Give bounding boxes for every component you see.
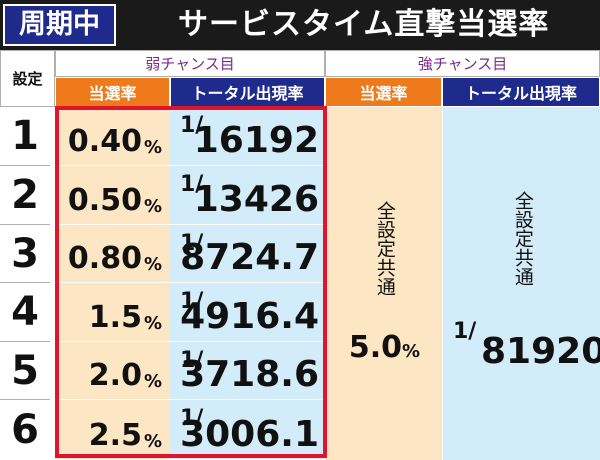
weak-prob-cell: 1/ 3006.1: [170, 400, 325, 460]
fraction-prefix: 1/: [180, 172, 204, 197]
weak-rate-cell: 1.5%: [55, 283, 170, 342]
strong-total-prob-header: トータル出現率: [442, 77, 600, 107]
weak-total-prob-header: トータル出現率: [170, 77, 325, 107]
weak-chance-group-header: 弱チャンス目: [55, 50, 325, 77]
weak-rate-cell: 2.0%: [55, 342, 170, 400]
strong-rate-header: 当選率: [325, 77, 442, 107]
prob-value: 4916.4: [180, 296, 319, 337]
weak-rate-cell: 2.5%: [55, 400, 170, 460]
rate-unit: %: [143, 137, 162, 158]
weak-prob-cell: 1/ 4916.4: [170, 283, 325, 342]
strong-chance-group-header: 強チャンス目: [325, 50, 600, 77]
weak-prob-cell: 1/ 13426: [170, 166, 325, 225]
all-settings-common-label: 全設定共通: [507, 191, 537, 294]
setting-number: 6: [0, 400, 50, 460]
all-settings-common-label: 全設定共通: [369, 201, 399, 304]
rate-unit: %: [143, 196, 162, 217]
rate-value: 0.50: [67, 183, 142, 218]
fraction-prefix: 1/: [180, 406, 204, 431]
prob-value: 8724.7: [180, 237, 319, 278]
setting-number: 1: [0, 107, 50, 166]
rate-unit: %: [143, 254, 162, 275]
weak-prob-cell: 1/ 8724.7: [170, 225, 325, 283]
rate-unit: %: [402, 341, 421, 362]
rate-value: 0.40: [67, 124, 142, 159]
weak-rate-header: 当選率: [55, 77, 170, 107]
prob-value: 3718.6: [180, 354, 319, 395]
weak-prob-cell: 1/ 3718.6: [170, 342, 325, 400]
setting-number: 5: [0, 342, 50, 400]
fraction-prefix: 1/: [180, 231, 204, 256]
setting-column-header: 設定: [0, 50, 55, 107]
page-title: サービスタイム直撃当選率: [178, 7, 550, 42]
all-settings-common-text: 全設定共通: [511, 191, 534, 286]
weak-rate-cell: 0.40%: [55, 107, 170, 166]
rate-unit: %: [143, 371, 162, 392]
strong-rate-cell: 全設定共通 5.0%: [325, 107, 442, 460]
rate-value: 1.5: [88, 300, 142, 335]
setting-number: 4: [0, 283, 50, 342]
rate-value: 5.0: [348, 330, 403, 365]
rate-value: 0.80: [67, 241, 142, 276]
setting-number: 2: [0, 166, 50, 225]
weak-rate-cell: 0.80%: [55, 225, 170, 283]
rate-unit: %: [143, 431, 162, 452]
prob-value: 13426: [193, 179, 319, 220]
highlight-frame: [55, 106, 327, 458]
weak-prob-cell: 1/ 16192: [170, 107, 325, 166]
prob-value: 3006.1: [180, 414, 319, 455]
fraction-prefix: 1/: [180, 289, 204, 314]
weak-rate-cell: 0.50%: [55, 166, 170, 225]
rate-unit: %: [143, 313, 162, 334]
setting-number: 3: [0, 225, 50, 283]
prob-value: 16192: [193, 120, 319, 161]
prob-value: 81920: [481, 331, 600, 372]
fraction-prefix: 1/: [180, 348, 204, 373]
all-settings-common-text: 全設定共通: [373, 201, 396, 296]
rate-value: 2.0: [88, 358, 142, 393]
period-badge: 周期中: [3, 4, 116, 46]
strong-prob-cell: 全設定共通 1/ 81920: [442, 107, 600, 460]
fraction-prefix: 1/: [453, 319, 477, 344]
strong-rate-value: 5.0%: [326, 330, 443, 365]
rate-value: 2.5: [88, 418, 142, 453]
fraction-prefix: 1/: [180, 113, 204, 138]
